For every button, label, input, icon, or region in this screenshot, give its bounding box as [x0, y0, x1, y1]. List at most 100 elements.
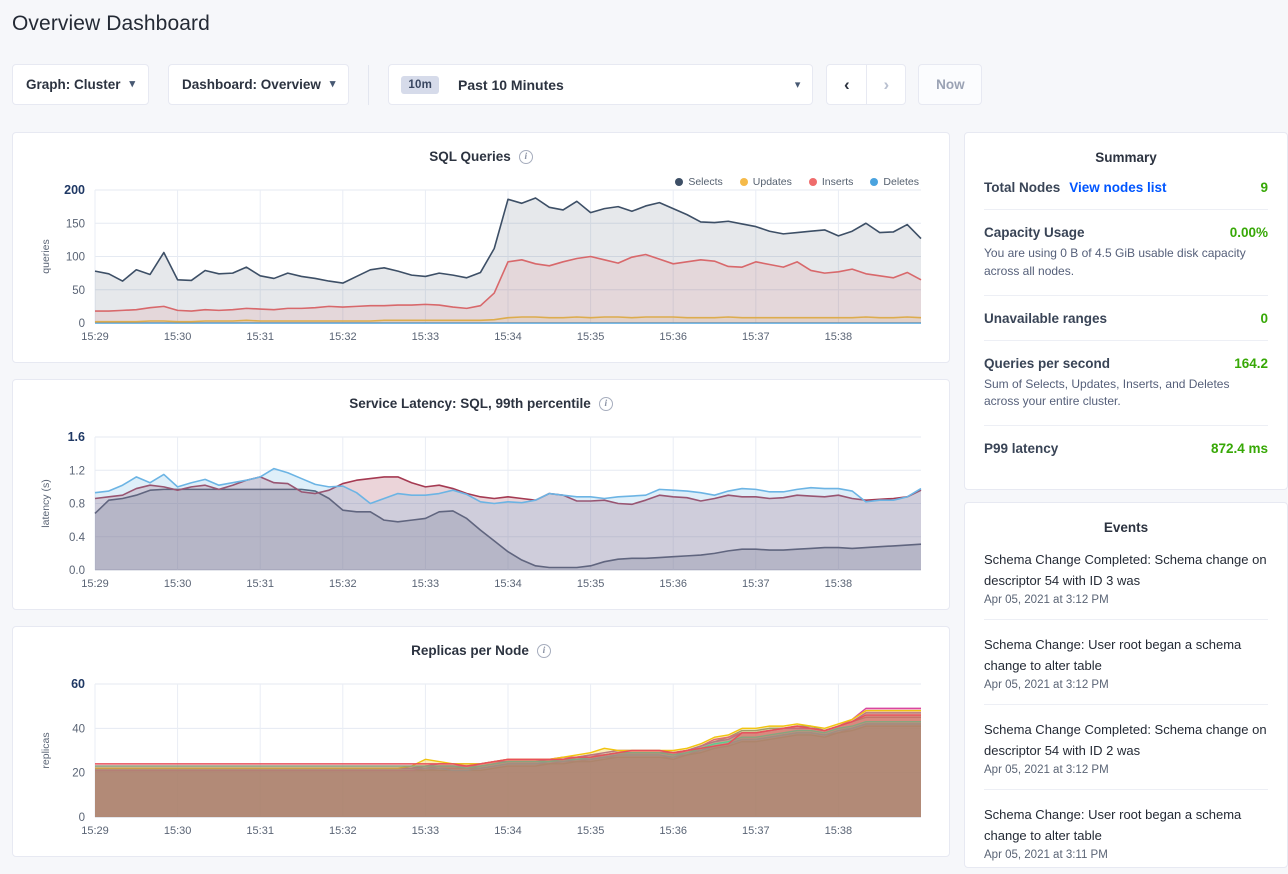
svg-text:100: 100 [66, 252, 85, 264]
svg-text:15:36: 15:36 [659, 578, 687, 590]
dashboard-select-label: Dashboard: Overview [182, 77, 321, 92]
event-text: Schema Change: User root began a schema … [984, 806, 1242, 844]
legend-item[interactable]: Deletes [870, 176, 919, 188]
svg-text:15:33: 15:33 [412, 825, 440, 837]
chart-title-text: Service Latency: SQL, 99th percentile [349, 396, 591, 411]
svg-text:15:32: 15:32 [329, 578, 357, 590]
svg-text:0: 0 [79, 318, 85, 330]
summary-row-description: You are using 0 B of 4.5 GiB usable disk… [984, 246, 1246, 278]
plot-area[interactable]: 0.0 0.4 0.8 1.2 1.6 15:29 15:30 15:31 15:32 15:33… [13, 380, 951, 611]
legend-label: Inserts [821, 176, 854, 188]
legend-color-dot [808, 178, 817, 186]
svg-text:15:35: 15:35 [577, 331, 605, 343]
svg-text:20: 20 [72, 768, 85, 780]
legend-item[interactable]: Selects [675, 176, 723, 188]
svg-text:15:30: 15:30 [164, 331, 192, 343]
summary-row: P99 latency 872.4 ms [984, 425, 1268, 470]
events-panel: Events Schema Change Completed: Schema c… [964, 502, 1288, 868]
svg-text:15:34: 15:34 [494, 331, 522, 343]
svg-text:15:33: 15:33 [412, 578, 440, 590]
event-timestamp: Apr 05, 2021 at 3:11 PM [984, 848, 1108, 861]
summary-row-description: Sum of Selects, Updates, Inserts, and De… [984, 376, 1230, 409]
svg-text:15:38: 15:38 [825, 578, 853, 590]
graph-select[interactable]: Graph: Cluster ▾ [12, 64, 150, 105]
summary-row: Unavailable ranges 0 [984, 294, 1268, 340]
event-item[interactable]: Schema Change Completed: Schema change o… [984, 535, 1268, 619]
svg-text:15:37: 15:37 [742, 825, 770, 837]
summary-row-value: 0.00% [1229, 225, 1268, 240]
svg-text:15:31: 15:31 [246, 331, 274, 343]
summary-row: Total Nodes View nodes list 9 [984, 165, 1268, 209]
summary-title: Summary [1095, 150, 1157, 165]
svg-text:0.4: 0.4 [69, 532, 86, 544]
svg-text:40: 40 [72, 723, 85, 735]
event-timestamp: Apr 05, 2021 at 3:12 PM [984, 593, 1109, 606]
chevron-down-icon: ▾ [329, 78, 336, 90]
plot-area[interactable]: 0 50 100 150 200 15:29 15:30 15:31 15:32 15:33 15:… [13, 133, 951, 364]
chevron-down-icon: ▾ [129, 78, 136, 90]
svg-text:15:38: 15:38 [825, 825, 853, 837]
svg-text:15:36: 15:36 [659, 825, 687, 837]
svg-text:latency (s): latency (s) [40, 479, 52, 527]
summary-row-label: Unavailable ranges [984, 310, 1108, 326]
chart-card-replicas-per-node: Replicas per Node i 0 20 40 60 15:29 15:30 15:… [12, 626, 950, 857]
summary-panel: Summary Total Nodes View nodes list 9 Capac… [964, 132, 1288, 490]
chart-title: Service Latency: SQL, 99th percentile i [13, 380, 949, 411]
summary-row: Capacity Usage 0.00% You are using 0 B of … [984, 209, 1268, 295]
event-item[interactable]: Schema Change Completed: Schema change o… [984, 703, 1268, 789]
svg-text:15:35: 15:35 [577, 578, 605, 590]
chart-legend: Selects Updates Inserts Deletes [675, 176, 919, 188]
view-nodes-list-link[interactable]: View nodes list [1069, 180, 1167, 195]
svg-text:15:31: 15:31 [246, 578, 274, 590]
svg-text:15:32: 15:32 [329, 825, 357, 837]
info-icon[interactable]: i [518, 149, 533, 164]
chevron-down-icon: ▾ [794, 79, 801, 91]
info-icon[interactable]: i [598, 396, 613, 411]
legend-color-dot [870, 178, 879, 186]
info-icon[interactable]: i [536, 643, 551, 658]
svg-text:15:31: 15:31 [246, 825, 274, 837]
summary-row-value: 0 [1260, 310, 1268, 326]
events-title: Events [1103, 520, 1149, 535]
svg-text:50: 50 [72, 285, 85, 297]
chart-card-sql-queries: SQL Queries i Selects Updates Inserts Delet… [12, 132, 950, 363]
time-range-select[interactable]: 10m Past 10 Minutes ▾ [388, 64, 814, 105]
svg-text:150: 150 [66, 218, 85, 230]
chart-title: SQL Queries i [13, 133, 949, 164]
event-item[interactable]: Schema Change: User root began a schema … [984, 618, 1268, 704]
chart-title: Replicas per Node i [13, 627, 949, 658]
prev-range-button[interactable]: ‹ [844, 74, 850, 94]
range-badge: 10m [401, 75, 439, 94]
plot-area[interactable]: 0 20 40 60 15:29 15:30 15:31 15:32 15:33 15:34 15:… [13, 627, 951, 858]
svg-text:15:37: 15:37 [742, 331, 770, 343]
range-nav: ‹ › [826, 64, 907, 105]
legend-label: Updates [752, 176, 792, 188]
summary-row-label: Queries per second [984, 355, 1111, 371]
graph-select-label: Graph: Cluster [26, 77, 121, 92]
toolbar: Graph: Cluster ▾ Dashboard: Overview ▾ 1… [12, 64, 983, 105]
chart-title-text: SQL Queries [429, 149, 511, 164]
legend-item[interactable]: Updates [739, 176, 792, 188]
svg-text:15:34: 15:34 [494, 825, 522, 837]
event-item[interactable]: Schema Change: User root began a schema … [984, 788, 1268, 874]
svg-text:15:36: 15:36 [659, 331, 687, 343]
dashboard-select[interactable]: Dashboard: Overview ▾ [168, 64, 350, 105]
svg-text:15:37: 15:37 [742, 578, 770, 590]
event-timestamp: Apr 05, 2021 at 3:12 PM [984, 678, 1109, 691]
svg-text:60: 60 [71, 677, 85, 691]
summary-row-label: P99 latency [984, 441, 1059, 456]
svg-text:15:38: 15:38 [825, 331, 853, 343]
svg-text:queries: queries [40, 239, 52, 273]
range-label: Past 10 Minutes [458, 76, 564, 93]
next-range-button[interactable]: › [866, 65, 905, 104]
svg-text:1.6: 1.6 [68, 430, 85, 444]
svg-text:15:33: 15:33 [412, 331, 440, 343]
svg-text:0: 0 [79, 812, 85, 824]
summary-row: Queries per second 164.2 Sum of Selects, U… [984, 339, 1268, 426]
legend-item[interactable]: Inserts [808, 176, 854, 188]
svg-text:15:30: 15:30 [164, 825, 192, 837]
now-button[interactable]: Now [918, 64, 983, 105]
legend-color-dot [739, 178, 748, 186]
svg-text:0.0: 0.0 [69, 565, 85, 577]
summary-row-label: Total Nodes [984, 180, 1061, 195]
